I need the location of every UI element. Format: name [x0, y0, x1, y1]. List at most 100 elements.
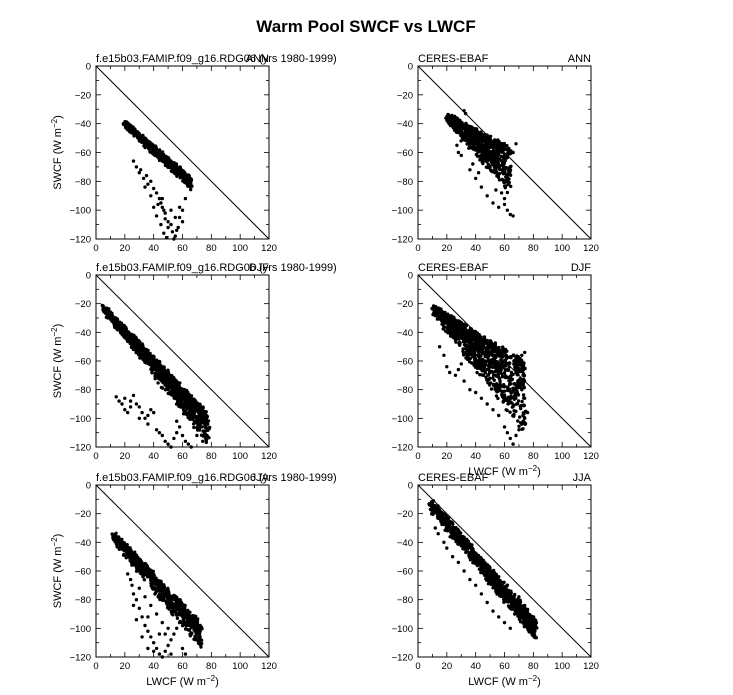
data-point: [189, 445, 193, 449]
data-point: [487, 364, 491, 368]
data-point: [116, 540, 121, 544]
x-tick-label: 80: [206, 243, 217, 254]
y-tick-label: −80: [397, 385, 413, 396]
data-point: [518, 404, 522, 408]
data-point: [189, 182, 193, 186]
data-point: [477, 141, 481, 146]
data-point: [191, 422, 196, 426]
x-tick-label: 60: [177, 451, 188, 462]
data-point: [134, 348, 138, 353]
data-point: [452, 118, 457, 122]
data-point: [144, 563, 149, 567]
data-point: [485, 350, 490, 355]
data-point: [182, 616, 186, 620]
data-point: [466, 329, 470, 333]
data-point: [497, 205, 501, 209]
data-point: [131, 603, 136, 608]
x-tick-label: 100: [232, 661, 248, 672]
data-point: [488, 165, 492, 169]
data-point: [128, 577, 133, 582]
data-points: [427, 499, 539, 640]
data-point: [152, 649, 156, 653]
data-point: [160, 620, 164, 625]
data-point: [134, 165, 139, 169]
data-point: [459, 133, 464, 137]
data-point: [163, 211, 167, 215]
data-point: [154, 214, 159, 218]
data-point: [519, 369, 524, 373]
data-point: [485, 194, 489, 198]
data-point: [485, 150, 489, 154]
data-point: [136, 560, 140, 565]
scatter-panel-4: 0 20 40 60 80 100 1200−20−40−60−80−100−120CERE…: [392, 262, 599, 478]
y-tick-label: −80: [75, 177, 91, 188]
data-point: [101, 306, 105, 310]
x-tick-label: 40: [148, 243, 159, 254]
data-point: [472, 354, 477, 358]
x-tick-label: 40: [470, 243, 481, 254]
data-point: [523, 396, 527, 400]
data-point: [160, 196, 164, 201]
y-tick-label: −40: [75, 119, 91, 130]
data-point: [128, 399, 133, 403]
data-point: [137, 586, 141, 590]
data-point: [134, 618, 139, 622]
data-point: [166, 220, 170, 224]
data-point: [498, 147, 503, 151]
y-tick-label: −40: [397, 328, 413, 339]
y-tick-label: −80: [397, 595, 413, 606]
data-point: [505, 431, 510, 435]
panel-season-label: DJF: [571, 262, 591, 274]
data-point: [452, 124, 456, 129]
data-point: [455, 124, 459, 129]
data-point: [122, 122, 126, 127]
data-point: [508, 165, 512, 169]
data-point: [508, 355, 512, 359]
data-point: [480, 342, 484, 346]
data-point: [488, 358, 492, 363]
data-point: [469, 346, 473, 350]
x-tick-label: 80: [528, 243, 539, 254]
data-point: [180, 433, 185, 438]
y-tick-label: 0: [86, 62, 91, 73]
y-tick-label: −40: [397, 119, 413, 130]
x-tick-label: 120: [261, 661, 277, 672]
data-point: [461, 136, 465, 141]
data-point: [161, 368, 165, 372]
data-point: [153, 367, 157, 371]
data-point: [149, 635, 153, 639]
y-tick-label: −120: [392, 443, 413, 454]
data-point: [515, 354, 519, 358]
data-point: [137, 416, 141, 420]
data-point: [475, 331, 479, 335]
x-tick-label: 80: [206, 451, 217, 462]
data-point: [446, 326, 450, 330]
data-point: [452, 128, 457, 132]
data-point: [508, 397, 512, 401]
data-point: [502, 389, 507, 393]
data-point: [476, 334, 480, 338]
data-point: [122, 541, 126, 545]
data-point: [435, 310, 439, 314]
x-tick-label: 0: [415, 661, 420, 672]
x-tick-label: 60: [177, 243, 188, 254]
data-point: [516, 419, 520, 423]
data-point: [170, 169, 175, 174]
data-point: [475, 154, 480, 158]
data-point: [525, 410, 530, 415]
data-point: [492, 378, 496, 382]
data-point: [452, 324, 456, 329]
data-point: [481, 144, 485, 148]
data-point: [521, 427, 525, 431]
data-point: [187, 623, 192, 627]
data-point: [129, 130, 134, 134]
data-point: [177, 403, 181, 407]
data-point: [156, 372, 160, 376]
data-point: [167, 606, 171, 610]
data-point: [198, 624, 202, 629]
data-point: [111, 320, 116, 324]
data-point: [515, 367, 519, 371]
x-tick-label: 100: [554, 661, 570, 672]
data-point: [185, 402, 189, 406]
